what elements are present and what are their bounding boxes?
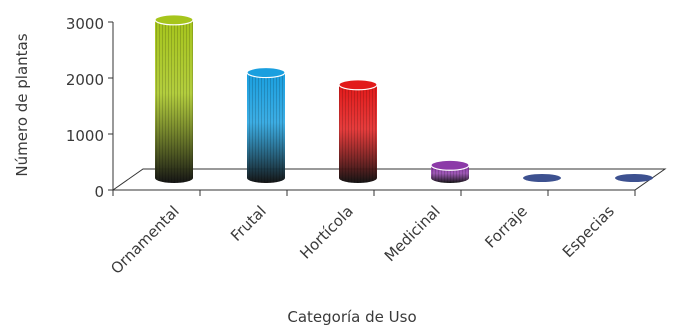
bar-top-ornamental (154, 14, 194, 26)
bars (154, 14, 653, 184)
x-tick-label-ornamental: Ornamental (107, 202, 183, 278)
bar-stripes-ornamental (155, 19, 193, 184)
x-tick-label-horticola: Hortícola (296, 202, 356, 262)
x-tick-label-frutal: Frutal (227, 202, 270, 245)
bar-stripes-frutal (247, 72, 285, 183)
bar-ornamental (154, 14, 194, 184)
bar-top-forraje (523, 174, 561, 182)
bar-frutal (246, 66, 286, 183)
y-tick-label-2000: 2000 (66, 71, 104, 89)
x-tick-label-especias: Especias (559, 202, 618, 261)
y-axis: 3000 2000 1000 0 (66, 15, 114, 201)
y-tick-label-0: 0 (94, 183, 104, 201)
bar-top-medicinal (430, 159, 470, 171)
bar-top-frutal (246, 66, 286, 79)
bar-top-especias (615, 174, 653, 182)
x-tick-labels: Ornamental Frutal Hortícola Medicinal Fo… (107, 202, 618, 278)
x-tick-label-medicinal: Medicinal (381, 202, 444, 265)
floor (111, 168, 667, 196)
y-axis-title: Número de plantas (13, 33, 31, 176)
bar-horticola (338, 79, 378, 183)
bar-especias (615, 174, 653, 182)
y-tick-label-3000: 3000 (66, 15, 104, 33)
y-tick-label-1000: 1000 (66, 127, 104, 145)
bar-stripes-horticola (339, 84, 377, 183)
bar-medicinal (430, 159, 470, 183)
bar-forraje (523, 174, 561, 182)
x-axis-title: Categoría de Uso (287, 308, 416, 326)
floor-outline (111, 168, 667, 191)
bar-top-horticola (338, 79, 378, 91)
x-tick-label-forraje: Forraje (481, 202, 530, 251)
